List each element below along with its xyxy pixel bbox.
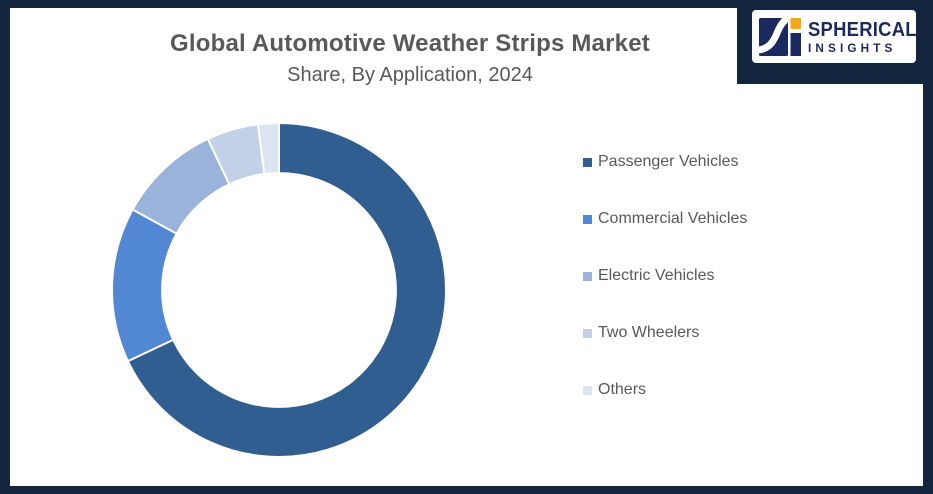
donut-segment-others xyxy=(257,122,280,176)
brand-name: SPHERICAL xyxy=(808,18,917,41)
chart-subtitle: Share, By Application, 2024 xyxy=(287,64,533,86)
brand-logo-icon xyxy=(759,16,801,56)
legend-swatch-icon xyxy=(583,157,592,167)
legend-label: Passenger Vehicles xyxy=(598,153,739,170)
legend-item-electric-vehicles: Electric Vehicles xyxy=(583,266,747,286)
legend-label: Others xyxy=(598,381,647,398)
logo-block: SPHERICAL INSIGHTS xyxy=(737,8,923,84)
legend-label: Commercial Vehicles xyxy=(598,210,748,227)
legend-swatch-icon xyxy=(583,271,592,281)
legend-label: Two Wheelers xyxy=(598,324,700,341)
chart-title: Global Automotive Weather Strips Market xyxy=(170,30,650,57)
legend-item-two-wheelers: Two Wheelers xyxy=(583,323,747,343)
legend-swatch-icon xyxy=(583,385,592,395)
legend-swatch-icon xyxy=(583,214,592,224)
legend-item-passenger-vehicles: Passenger Vehicles xyxy=(583,152,747,172)
legend-item-commercial-vehicles: Commercial Vehicles xyxy=(583,209,747,229)
brand-text: SPHERICAL INSIGHTS xyxy=(808,18,923,55)
legend: Passenger Vehicles Commercial Vehicles Ele… xyxy=(583,152,747,437)
brand-subname: INSIGHTS xyxy=(808,40,897,55)
legend-label: Electric Vehicles xyxy=(598,267,715,284)
donut-segment-passenger-vehicles xyxy=(126,122,447,458)
legend-swatch-icon xyxy=(583,328,592,338)
donut-segment-commercial-vehicles xyxy=(111,208,178,363)
donut-chart xyxy=(111,122,447,458)
brand-logo: SPHERICAL INSIGHTS xyxy=(752,10,917,63)
legend-item-others: Others xyxy=(583,380,747,400)
